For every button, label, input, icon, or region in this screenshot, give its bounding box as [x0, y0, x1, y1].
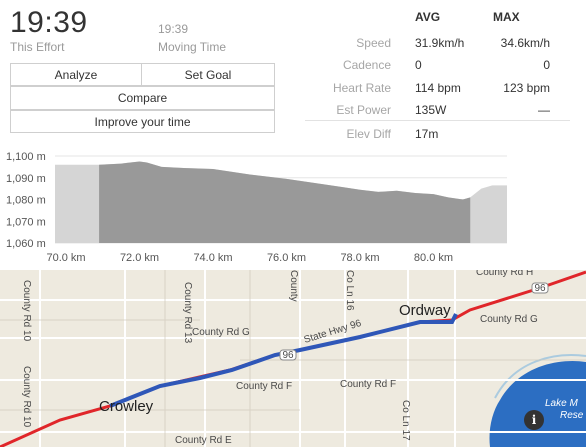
stat-avg: 135W: [415, 103, 447, 117]
road-label-co-ln-17: Co Ln 17: [400, 400, 411, 441]
x-tick-label: 70.0 km: [46, 252, 85, 264]
y-tick-label: 1,070 m: [6, 216, 46, 228]
road-label-county-rd-e: County Rd E: [175, 435, 232, 446]
compare-button[interactable]: Compare: [10, 86, 275, 110]
road-label-co-ln-16: Co Ln 16: [344, 270, 355, 311]
stat-label: Est Power: [336, 103, 391, 117]
stat-avg: 31.9km/h: [415, 36, 465, 50]
minor-roads: [0, 270, 586, 447]
hwy-shield-2: [531, 282, 549, 294]
avg-header: AVG: [415, 10, 441, 24]
stat-avg: 17m: [415, 127, 439, 141]
moving-time: 19:39: [158, 22, 189, 36]
map-canvas: 96 96 County Rd G County Rd G County Rd …: [0, 270, 586, 447]
stat-row-est-power: Est Power 135W —: [305, 103, 580, 125]
road-label-county-rd-f: County Rd F: [236, 381, 292, 392]
road-label-county-rd-10: County Rd 10: [21, 280, 32, 342]
stat-row-speed: Speed 31.9km/h 34.6km/h: [305, 36, 580, 58]
town-label-ordway: Ordway: [399, 302, 451, 319]
lake-water: [489, 360, 586, 447]
road-label-county-rd-f-east: County Rd F: [340, 379, 396, 390]
stat-label: Elev Diff: [346, 127, 391, 141]
max-header: MAX: [493, 10, 520, 24]
stat-avg: 114 bpm: [415, 81, 461, 95]
stat-avg: 0: [415, 58, 422, 72]
x-tick-label: 74.0 km: [193, 252, 232, 264]
stat-max: 0: [543, 58, 550, 72]
set-goal-button[interactable]: Set Goal: [141, 63, 275, 86]
stat-label: Speed: [356, 36, 391, 50]
road-label-county-rd-g-east: County Rd G: [480, 314, 538, 325]
x-tick-label: 80.0 km: [414, 252, 453, 264]
analyze-button[interactable]: Analyze: [10, 63, 142, 86]
y-tick-label: 1,080 m: [6, 195, 46, 207]
town-label-crowley: Crowley: [99, 398, 154, 415]
improve-time-button[interactable]: Improve your time: [10, 110, 275, 133]
stat-max: —: [538, 103, 550, 117]
hwy-shield-1: [279, 349, 297, 361]
map-info-icon[interactable]: i: [524, 410, 544, 430]
y-tick-label: 1,100 m: [6, 151, 46, 163]
stats-divider: [305, 120, 570, 121]
y-tick-label: 1,090 m: [6, 173, 46, 185]
road-label-county-rd-13: County Rd 13: [182, 282, 193, 344]
hwy-shield-label: 96: [282, 350, 294, 361]
hwy-shield-label-2: 96: [534, 283, 546, 294]
stat-row-cadence: Cadence 0 0: [305, 58, 580, 80]
lake-label: Lake M: [545, 398, 578, 409]
elevation-chart-svg: 1,100 m 1,090 m 1,080 m 1,070 m 1,060 m70.0 …: [6, 151, 507, 264]
stat-label: Heart Rate: [332, 81, 391, 95]
stats-table: AVG MAX Speed 31.9km/h 34.6km/h Cadence …: [305, 0, 580, 150]
moving-time-label: Moving Time: [158, 40, 227, 54]
elevation-chart[interactable]: 1,100 m 1,090 m 1,080 m 1,070 m 1,060 m 70.0 …: [0, 148, 586, 270]
stat-max: 34.6km/h: [500, 36, 550, 50]
lake-shore: [494, 354, 586, 399]
stat-row-elev-diff: Elev Diff 17m: [305, 127, 580, 149]
x-tick-label: 72.0 km: [120, 252, 159, 264]
stat-row-heart-rate: Heart Rate 114 bpm 123 bpm: [305, 81, 580, 103]
lake-label-sub: Rese: [560, 410, 584, 421]
y-tick-label: 1,060 m: [6, 238, 46, 250]
road-label-county-rd-h: County Rd H: [476, 270, 533, 278]
road-label-county-rd-10-south: County Rd 10: [21, 366, 32, 428]
elevation-area-segment: [99, 161, 471, 243]
stat-max: 123 bpm: [503, 81, 550, 95]
road-label-county: County: [288, 270, 299, 302]
effort-time-label: This Effort: [10, 40, 65, 54]
parcel-lines: [0, 270, 586, 447]
route-map[interactable]: 96 96 County Rd G County Rd G County Rd …: [0, 270, 586, 447]
stat-label: Cadence: [342, 58, 391, 72]
road-label-county-rd-g: County Rd G: [192, 327, 250, 338]
x-tick-label: 78.0 km: [340, 252, 379, 264]
x-tick-label: 76.0 km: [267, 252, 306, 264]
effort-time: 19:39: [10, 6, 88, 39]
